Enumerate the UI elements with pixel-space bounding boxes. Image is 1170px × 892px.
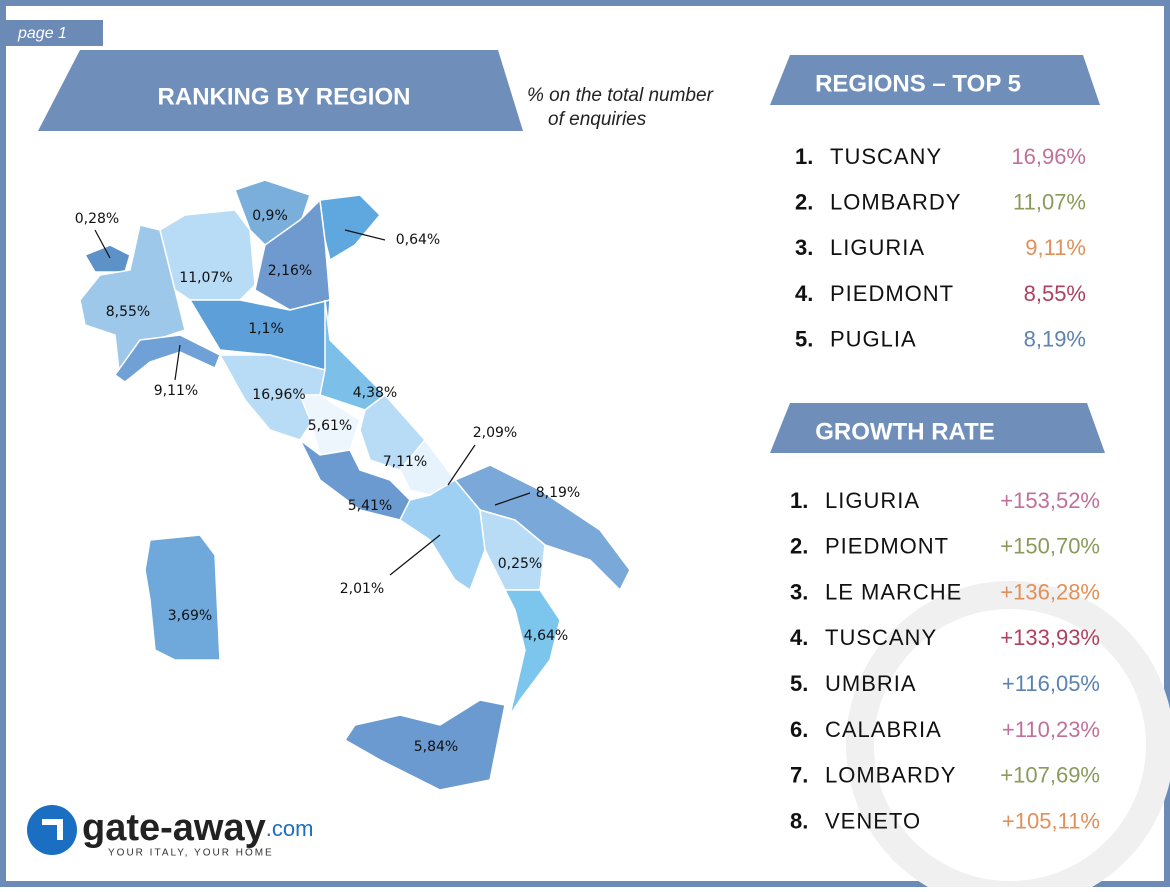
growth-title: GROWTH RATE xyxy=(815,418,995,445)
region-label: 9,11% xyxy=(154,383,198,399)
region-label: 3,69% xyxy=(168,608,212,624)
logo-tagline: YOUR ITALY, YOUR HOME xyxy=(108,848,274,859)
region-name: TUSCANY xyxy=(825,625,937,650)
leader-line xyxy=(389,534,441,576)
region-label: 2,01% xyxy=(340,581,384,597)
region-name: PUGLIA xyxy=(830,327,917,352)
growth-banner xyxy=(770,403,1105,453)
leader-line xyxy=(494,492,531,506)
region-name: LIGURIA xyxy=(830,235,925,260)
region xyxy=(254,198,331,311)
value: +110,23% xyxy=(1002,717,1100,742)
value: +153,52% xyxy=(1000,488,1100,513)
value: +105,11% xyxy=(1002,808,1100,833)
region-name: TUSCANY xyxy=(830,144,942,169)
value: 16,96% xyxy=(1011,144,1086,169)
leader-line xyxy=(447,444,476,486)
logo-mark xyxy=(42,819,63,840)
rank: 3. xyxy=(795,235,813,260)
region-label: 7,11% xyxy=(383,454,427,470)
page-label: page 1 xyxy=(17,25,67,42)
rank: 5. xyxy=(790,671,808,696)
value: +107,69% xyxy=(1000,763,1100,788)
rank: 7. xyxy=(790,763,808,788)
subtitle: % on the total number xyxy=(527,85,714,106)
region-label: 0,25% xyxy=(498,556,542,572)
value: 11,07% xyxy=(1013,190,1086,215)
region-label: 1,1% xyxy=(248,321,284,337)
region-name: UMBRIA xyxy=(825,671,917,696)
region-name: CALABRIA xyxy=(825,717,942,742)
leader-line xyxy=(174,344,181,381)
value: +150,70% xyxy=(1000,534,1100,559)
rank: 1. xyxy=(790,488,808,513)
title-banner xyxy=(38,50,523,131)
value: 9,11% xyxy=(1025,235,1086,260)
region-label: 5,61% xyxy=(308,418,352,434)
value: +133,93% xyxy=(1000,625,1100,650)
rank: 3. xyxy=(790,579,808,604)
region-name: PIEDMONT xyxy=(830,281,954,306)
region-label: 8,19% xyxy=(536,485,580,501)
region-name: VENETO xyxy=(825,808,921,833)
leader-line xyxy=(344,229,386,241)
region xyxy=(159,209,256,301)
logo-name: gate-away.com xyxy=(82,807,313,849)
top5-title: REGIONS – TOP 5 xyxy=(815,70,1021,97)
region-name: LOMBARDY xyxy=(825,763,956,788)
region-label: 8,55% xyxy=(106,304,150,320)
region-label: 0,64% xyxy=(396,232,440,248)
region-label: 0,28% xyxy=(75,211,119,227)
page-tag xyxy=(6,20,103,46)
region-label: 4,64% xyxy=(524,628,568,644)
region xyxy=(319,194,382,262)
rank: 2. xyxy=(795,190,813,215)
leader-line xyxy=(94,229,111,259)
rank: 1. xyxy=(795,144,813,169)
region-label: 5,84% xyxy=(414,739,458,755)
rank: 2. xyxy=(790,534,808,559)
logo-word: gate-away xyxy=(82,807,266,849)
region xyxy=(144,534,221,661)
value: +136,28% xyxy=(1000,579,1100,604)
region xyxy=(503,589,561,716)
top5-banner xyxy=(770,55,1100,105)
region xyxy=(218,354,326,441)
region-label: 5,41% xyxy=(348,498,392,514)
rank: 4. xyxy=(795,281,813,306)
region-label: 2,09% xyxy=(473,425,517,441)
region-label: 11,07% xyxy=(179,270,232,286)
logo-domain: .com xyxy=(266,816,314,841)
region-name: LOMBARDY xyxy=(830,190,961,215)
region-label: 2,16% xyxy=(268,263,312,279)
map xyxy=(79,179,631,791)
region-name: LE MARCHE xyxy=(825,579,962,604)
title: RANKING BY REGION xyxy=(158,83,411,110)
region xyxy=(113,334,221,383)
subtitle: of enquiries xyxy=(548,109,647,130)
region-label: 4,38% xyxy=(353,385,397,401)
value: +116,05% xyxy=(1002,671,1100,696)
region-label: 0,9% xyxy=(252,208,288,224)
rank: 8. xyxy=(790,808,808,833)
value: 8,55% xyxy=(1024,281,1086,306)
watermark xyxy=(846,581,1170,892)
region xyxy=(79,224,186,383)
rank: 4. xyxy=(790,625,808,650)
rank: 6. xyxy=(790,717,808,742)
region-name: LIGURIA xyxy=(825,488,920,513)
rank: 5. xyxy=(795,327,813,352)
region-name: PIEDMONT xyxy=(825,534,949,559)
logo-icon xyxy=(27,805,77,855)
value: 8,19% xyxy=(1024,327,1086,352)
region xyxy=(299,439,411,521)
region-label: 16,96% xyxy=(252,387,305,403)
region xyxy=(83,244,131,273)
region xyxy=(343,699,506,791)
